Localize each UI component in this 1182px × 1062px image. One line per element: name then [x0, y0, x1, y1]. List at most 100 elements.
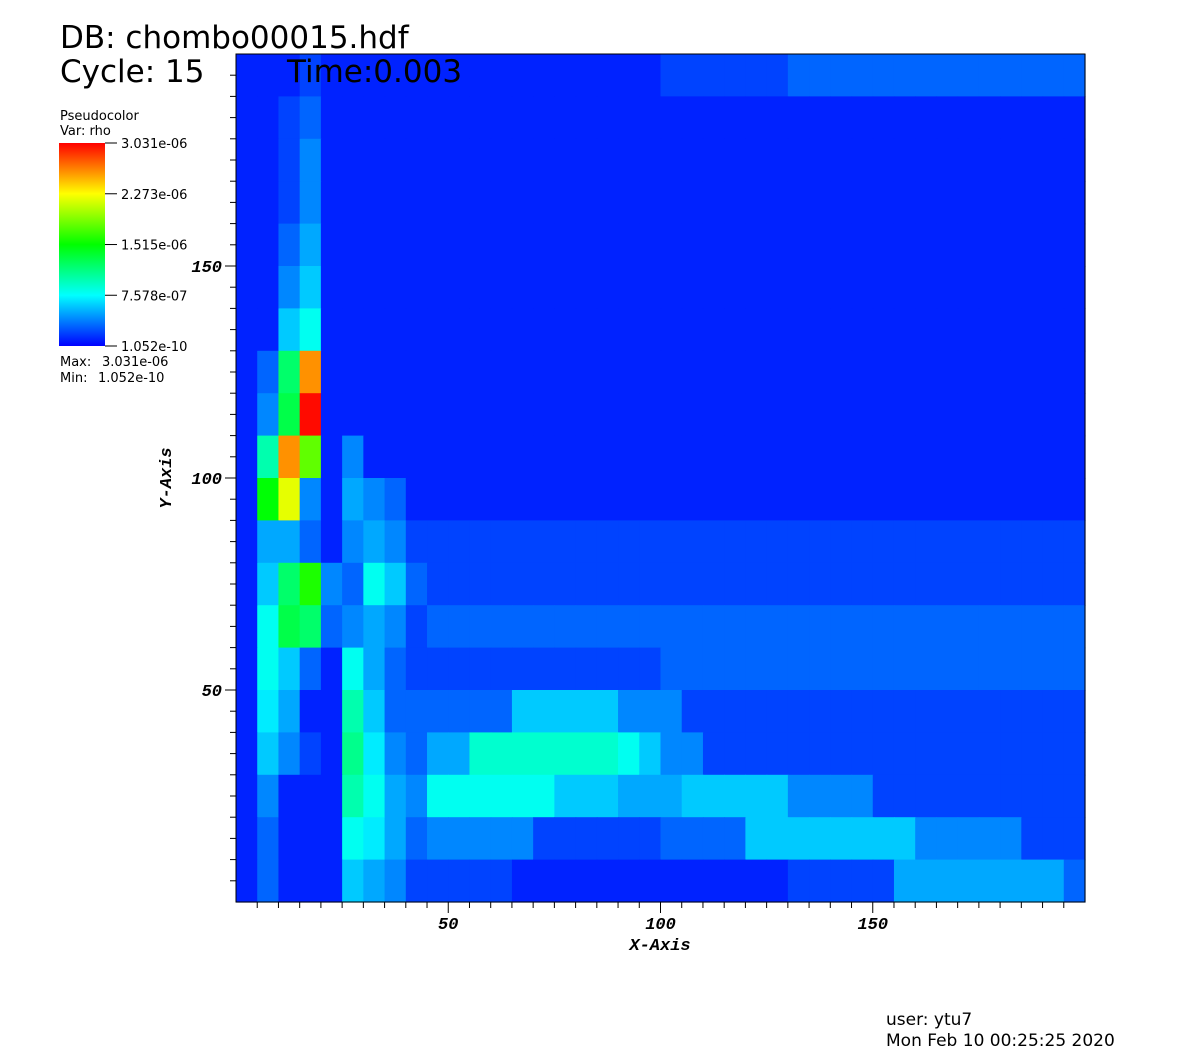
heatmap-cell [299, 350, 322, 394]
heatmap-cell [724, 308, 746, 352]
heatmap-cell [384, 181, 407, 225]
heatmap-cell [278, 308, 301, 352]
heatmap-cell [342, 690, 364, 733]
heatmap-cell [745, 350, 768, 394]
heatmap-cell [724, 817, 746, 861]
heatmap-cell [660, 478, 683, 521]
heatmap-cell [809, 435, 831, 479]
heatmap-cell [681, 478, 704, 521]
heatmap-cell [342, 605, 364, 649]
heatmap-cell [702, 393, 725, 437]
heatmap-cell [915, 266, 938, 309]
heatmap-cell [1021, 520, 1044, 564]
heatmap-cell [299, 223, 322, 267]
heatmap-cell [448, 774, 471, 818]
heatmap-cell [405, 138, 428, 182]
heatmap-cell [490, 435, 513, 479]
heatmap-cell [490, 690, 513, 733]
heatmap-cell [724, 393, 746, 437]
heatmap-cell [893, 774, 916, 818]
heatmap-cell [469, 732, 492, 776]
heatmap-cell [830, 690, 853, 733]
heatmap-cell [830, 223, 853, 267]
min-value: 1.052e-10 [98, 371, 164, 386]
heatmap-cell [554, 181, 577, 225]
heatmap-cell [469, 817, 492, 861]
heatmap-cell [957, 562, 980, 606]
heatmap-cell [893, 690, 916, 733]
heatmap-cell [320, 520, 343, 564]
heatmap-cell [1000, 181, 1022, 225]
heatmap-cell [236, 647, 258, 691]
heatmap-cell [1000, 478, 1022, 521]
heatmap-cell [575, 181, 598, 225]
heatmap-cell [575, 350, 598, 394]
heatmap-cell [851, 817, 874, 861]
heatmap-cell [915, 138, 938, 182]
heatmap-cell [851, 181, 874, 225]
heatmap-cell [618, 732, 640, 776]
heatmap-cell [363, 393, 386, 437]
heatmap-cell [427, 266, 449, 309]
heatmap-cell [448, 732, 471, 776]
heatmap-cell [1042, 605, 1065, 649]
heatmap-cell [278, 181, 301, 225]
heatmap-cell [257, 562, 280, 606]
heatmap-cell [511, 308, 534, 352]
heatmap-cell [639, 266, 662, 309]
heatmap-cell [342, 562, 364, 606]
heatmap-cell [957, 647, 980, 691]
heatmap-cell [320, 817, 343, 861]
heatmap-cell [936, 562, 959, 606]
heatmap-cell [1042, 690, 1065, 733]
heatmap-cell [405, 181, 428, 225]
heatmap-cell [787, 393, 810, 437]
heatmap-cell [575, 96, 598, 140]
heatmap-cell [893, 732, 916, 776]
heatmap-cell [320, 647, 343, 691]
heatmap-cell [554, 732, 577, 776]
heatmap-cell [745, 435, 768, 479]
heatmap-cell [427, 817, 449, 861]
heatmap-cell [236, 96, 258, 140]
heatmap-cell [957, 138, 980, 182]
heatmap-cell [1042, 478, 1065, 521]
heatmap-cell [1042, 732, 1065, 776]
heatmap-cell [809, 478, 831, 521]
heatmap-cell [533, 181, 555, 225]
heatmap-cell [384, 562, 407, 606]
heatmap-cell [363, 690, 386, 733]
heatmap-cell [257, 266, 280, 309]
heatmap-cell [299, 435, 322, 479]
heatmap-cell [427, 393, 449, 437]
heatmap-cell [448, 350, 471, 394]
heatmap-cell [787, 562, 810, 606]
heatmap-cell [490, 774, 513, 818]
heatmap-cell [511, 138, 534, 182]
heatmap-cell [660, 308, 683, 352]
heatmap-cell [915, 393, 938, 437]
heatmap-cell [236, 605, 258, 649]
heatmap-cell [533, 350, 555, 394]
heatmap-cell [257, 817, 280, 861]
heatmap-cell [1063, 859, 1086, 903]
heatmap-cell [469, 350, 492, 394]
heatmap-cell [236, 435, 258, 479]
heatmap-cell [830, 350, 853, 394]
heatmap-cell [384, 96, 407, 140]
heatmap-cell [978, 605, 1001, 649]
heatmap-cell [745, 54, 768, 97]
heatmap-cell [299, 393, 322, 437]
heatmap-cell [299, 605, 322, 649]
heatmap-cell [957, 605, 980, 649]
heatmap-cell [511, 817, 534, 861]
heatmap-cell [554, 54, 577, 97]
heatmap-cell [872, 138, 895, 182]
heatmap-cell [830, 774, 853, 818]
heatmap-cell [766, 308, 789, 352]
heatmap-cell [936, 350, 959, 394]
heatmap-cell [702, 605, 725, 649]
heatmap-cell [660, 732, 683, 776]
heatmap-cell [384, 520, 407, 564]
heatmap-cell [681, 690, 704, 733]
